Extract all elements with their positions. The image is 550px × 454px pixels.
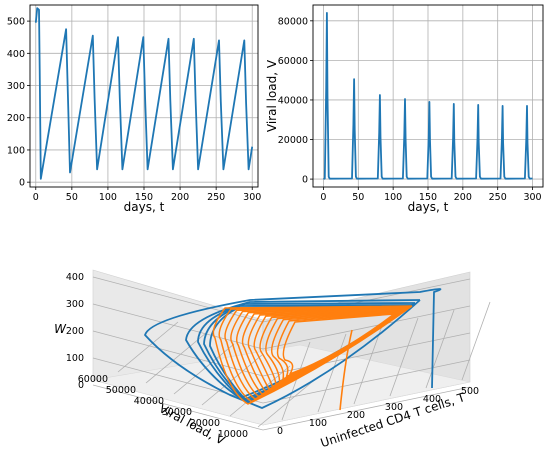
tick-label-x: 500 — [461, 386, 479, 397]
tick-label-x: 250 — [489, 192, 507, 203]
tick-label-y: 30000 — [162, 407, 192, 418]
chart-3d-phase-portrait: 0 100 200 300 400 0 100 200 300 400 500 10000200003… — [54, 269, 491, 450]
tick-label-x: 300 — [385, 402, 403, 413]
tick-label-x: 200 — [454, 192, 472, 203]
tick-label-x: 100 — [384, 192, 402, 203]
gridline-y — [257, 376, 319, 428]
chart-viral-load-vs-time: 0 50 100 150 200 250 300020000400006000080000 … — [265, 4, 544, 214]
tick-label-y: 100 — [7, 145, 25, 156]
tick-label-x: 0 — [277, 426, 283, 437]
tick-label-x: 250 — [207, 192, 225, 203]
tick-label-z: 300 — [66, 299, 84, 310]
tick-label-x: 100 — [99, 192, 117, 203]
tick-label-x: 50 — [66, 192, 78, 203]
tick-label-z: 0 — [78, 380, 84, 391]
tick-label-y: 300 — [7, 81, 25, 92]
series-orange-loop — [282, 313, 395, 375]
tick-label-x: 300 — [243, 192, 261, 203]
tick-label-y: 20000 — [278, 135, 308, 146]
tick-label-y: 400 — [7, 49, 25, 60]
tick-label-y: 60000 — [278, 56, 308, 67]
tick-label-x: 200 — [171, 192, 189, 203]
gridline-x — [317, 333, 347, 413]
gridline-y — [145, 332, 207, 384]
gridline-z — [92, 357, 471, 404]
gridline-x — [389, 317, 419, 397]
tick-label-y: 500 — [7, 17, 25, 28]
tick-label-x: 0 — [33, 192, 39, 203]
gridline-x — [425, 309, 455, 389]
tick-label-y: 10000 — [218, 429, 248, 440]
tick-label-y: 0 — [302, 175, 308, 186]
tick-label-z: 400 — [66, 272, 84, 283]
chart1-xlabel: days, t — [124, 200, 165, 214]
gridline-x — [353, 325, 383, 405]
gridline-z — [92, 303, 471, 350]
tick-label-y: 60000 — [78, 374, 108, 385]
tick-label-z: 100 — [66, 353, 84, 364]
tick-label-x: 400 — [423, 394, 441, 405]
tick-label-x: 300 — [523, 192, 541, 203]
chart3-zlabel: W — [54, 322, 67, 336]
chart2-xlabel: days, t — [408, 200, 449, 214]
gridline-x — [461, 301, 491, 381]
chart2-ylabel: Viral load, V — [265, 59, 279, 132]
tick-label-x: 150 — [419, 192, 437, 203]
gridline-y — [117, 321, 179, 373]
tick-label-y: 80000 — [278, 16, 308, 27]
tick-label-x: 150 — [135, 192, 153, 203]
tick-label-y: 40000 — [278, 95, 308, 106]
tick-label-y: 20000 — [190, 418, 220, 429]
series-line — [323, 12, 533, 180]
series-orange-tail — [339, 329, 353, 411]
chart-cells-vs-time: 0 50 100 150 200 250 300 0 100 200 300 400 500 days,… — [7, 4, 261, 214]
gridline-y — [201, 354, 263, 406]
tick-label-x: 50 — [352, 192, 364, 203]
tick-label-x: 0 — [320, 192, 326, 203]
tick-label-x: 200 — [347, 410, 365, 421]
series-blue-loop — [144, 288, 442, 409]
gridline-z — [92, 384, 471, 431]
series-line — [34, 7, 254, 180]
tick-label-y: 0 — [19, 178, 25, 189]
tick-label-y: 200 — [7, 113, 25, 124]
tick-label-y: 50000 — [106, 385, 136, 396]
tick-label-x: 100 — [309, 418, 327, 429]
gridline-x — [281, 341, 311, 421]
tick-label-y: 40000 — [134, 396, 164, 407]
tick-label-z: 200 — [66, 326, 84, 337]
